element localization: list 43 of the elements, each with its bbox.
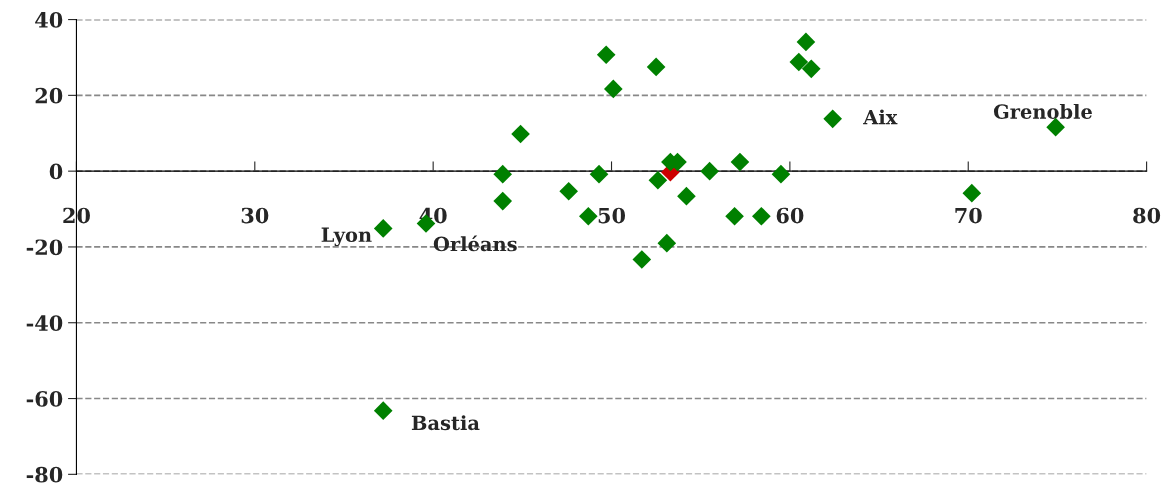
y-tick-label: -40 xyxy=(26,315,63,331)
point xyxy=(725,206,744,226)
point xyxy=(789,52,809,72)
point xyxy=(657,233,677,253)
point xyxy=(493,191,513,211)
point xyxy=(559,181,579,201)
x-tick-label: 60 xyxy=(776,207,804,224)
point xyxy=(962,183,982,203)
point xyxy=(801,59,821,79)
y-tick-label: 20 xyxy=(35,87,63,104)
x-tick-label: 30 xyxy=(241,207,269,224)
point xyxy=(579,206,598,226)
point xyxy=(752,206,771,226)
annotation: Aix xyxy=(863,109,898,125)
y-tick-label: 0 xyxy=(49,163,63,180)
point xyxy=(603,79,623,99)
point xyxy=(677,186,696,206)
point xyxy=(646,57,666,77)
y-tick-label: -20 xyxy=(26,239,63,256)
y-tick-label: -60 xyxy=(26,390,63,407)
annotation: Orléans xyxy=(433,235,517,252)
annotation: Grenoble xyxy=(993,103,1092,119)
point xyxy=(511,124,530,144)
point xyxy=(700,161,719,181)
point xyxy=(648,170,668,190)
point xyxy=(493,164,513,184)
point xyxy=(632,250,652,269)
x-tick-label: 70 xyxy=(955,207,982,224)
point xyxy=(596,45,616,65)
point xyxy=(823,109,842,129)
x-tick-label: 50 xyxy=(598,207,626,224)
point xyxy=(1046,117,1065,137)
x-tick-label: 80 xyxy=(1133,207,1161,224)
point xyxy=(796,32,816,52)
point xyxy=(589,164,609,184)
point xyxy=(373,219,393,238)
y-tick-label: -80 xyxy=(26,466,63,483)
y-tick-label: 40 xyxy=(35,12,63,28)
point xyxy=(771,164,791,184)
annotation: Bastia xyxy=(411,415,480,431)
annotation: Lyon xyxy=(321,227,372,247)
point xyxy=(730,152,750,172)
point xyxy=(373,401,393,420)
